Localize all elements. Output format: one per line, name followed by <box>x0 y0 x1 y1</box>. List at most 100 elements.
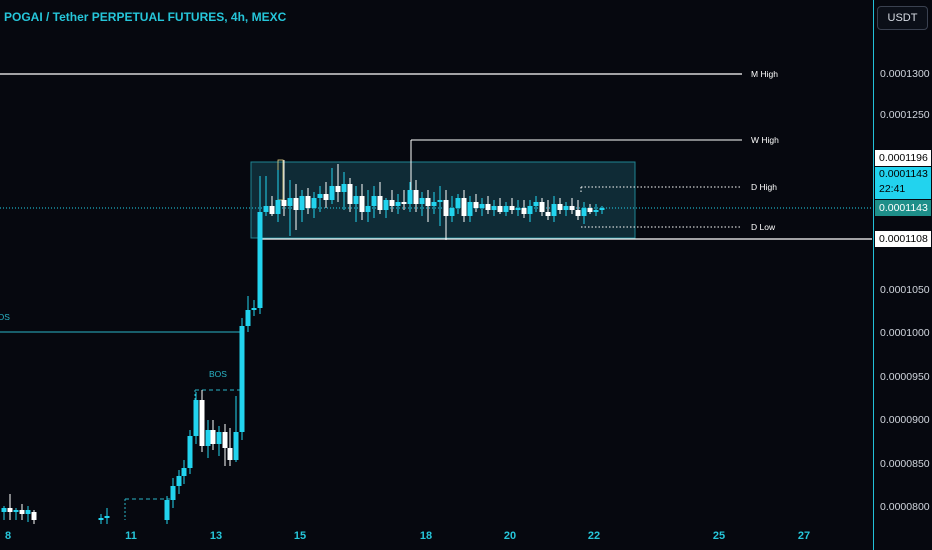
date-tick: 13 <box>209 530 223 542</box>
bear-candle <box>413 190 419 204</box>
bear-candle <box>557 204 563 210</box>
chart-title: POGAI / Tether PERPETUAL FUTURES, 4h, ME… <box>4 10 287 24</box>
current-price: 0.0001143 <box>879 168 928 180</box>
price-tick: 0.0001000 <box>880 327 930 339</box>
bull-candle <box>365 206 371 212</box>
bear-candle <box>359 196 365 212</box>
bear-candle <box>335 186 341 192</box>
bull-candle <box>193 400 199 436</box>
bull-candle <box>299 196 305 210</box>
bull-candle <box>581 208 587 216</box>
bear-candle <box>305 196 311 208</box>
bear-candle <box>7 508 13 512</box>
price-tick: 0.0001300 <box>880 68 930 80</box>
bos-label: BOS <box>0 312 10 322</box>
bull-candle <box>1 508 7 512</box>
current-price-box: 0.0001143 22:41 <box>875 167 931 199</box>
price-axis[interactable] <box>873 0 932 550</box>
date-tick: 11 <box>125 530 137 542</box>
bull-candle <box>527 206 533 214</box>
date-tick: 8 <box>4 530 12 542</box>
bull-candle <box>593 210 599 212</box>
price-tick: 0.0000950 <box>880 371 930 383</box>
m-high-label: M High <box>751 69 778 79</box>
bear-candle <box>401 202 407 204</box>
bear-candle <box>281 200 287 206</box>
bear-candle <box>31 512 37 520</box>
bull-candle <box>437 200 443 202</box>
date-tick: 20 <box>503 530 517 542</box>
bull-candle <box>311 198 317 208</box>
bull-candle <box>515 208 521 210</box>
bull-candle <box>98 518 104 520</box>
d-low-label: D Low <box>751 222 776 232</box>
currency-button[interactable]: USDT <box>877 6 928 30</box>
w-high-price-label: 0.0001196 <box>875 150 931 166</box>
bear-candle <box>509 206 515 210</box>
bear-candle <box>347 184 353 204</box>
bear-candle <box>323 194 329 200</box>
bear-candle <box>539 202 545 212</box>
bos-label: BOS <box>209 369 227 379</box>
bear-candle <box>210 430 216 444</box>
bear-candle <box>569 206 575 210</box>
bear-candle <box>377 196 383 210</box>
bear-candle <box>389 200 395 206</box>
bull-candle <box>263 206 269 212</box>
date-tick: 27 <box>797 530 811 542</box>
bull-candle <box>353 196 359 204</box>
bull-candle <box>503 206 509 212</box>
bull-candle <box>275 200 281 214</box>
bear-candle <box>461 198 467 216</box>
current-price-label: 0.0001143 <box>875 200 931 216</box>
date-tick: 18 <box>419 530 433 542</box>
bull-candle <box>395 202 401 206</box>
bull-candle <box>599 208 605 210</box>
bull-candle <box>239 326 245 432</box>
bear-candle <box>521 208 527 214</box>
price-tick: 0.0001050 <box>880 284 930 296</box>
bull-candle <box>533 202 539 206</box>
bear-candle <box>199 400 205 446</box>
bear-candle <box>497 206 503 212</box>
bear-candle <box>485 204 491 210</box>
bear-candle <box>443 200 449 216</box>
bull-candle <box>317 194 323 198</box>
bull-candle <box>491 206 497 210</box>
bull-candle <box>251 308 257 310</box>
bull-candle <box>176 476 182 486</box>
bull-candle <box>341 184 347 192</box>
bull-candle <box>287 198 293 206</box>
date-tick: 22 <box>587 530 601 542</box>
bull-candle <box>563 206 569 210</box>
bull-candle <box>329 186 335 200</box>
bull-candle <box>104 516 110 518</box>
bull-candle <box>164 500 170 520</box>
price-tick: 0.0000800 <box>880 501 930 513</box>
bear-candle <box>293 198 299 210</box>
bull-candle <box>187 436 193 468</box>
bull-candle <box>257 212 263 308</box>
bull-candle <box>233 432 239 460</box>
bull-candle <box>25 510 31 514</box>
bull-candle <box>449 208 455 216</box>
bear-candle <box>545 212 551 216</box>
bar-countdown: 22:41 <box>879 183 906 195</box>
bull-candle <box>170 486 176 500</box>
price-tick: 0.0000850 <box>880 458 930 470</box>
bear-candle <box>425 198 431 206</box>
bull-candle <box>245 310 251 326</box>
bull-candle <box>551 204 557 216</box>
bear-candle <box>269 206 275 214</box>
bull-candle <box>467 202 473 216</box>
bull-candle <box>216 432 222 444</box>
candlestick-chart[interactable] <box>0 0 872 550</box>
d-low-price-label: 0.0001108 <box>875 231 931 247</box>
bear-candle <box>227 448 233 460</box>
bear-candle <box>222 432 228 448</box>
bull-candle <box>13 510 19 512</box>
bull-candle <box>479 204 485 208</box>
bull-candle <box>181 468 187 476</box>
bear-candle <box>575 210 581 216</box>
